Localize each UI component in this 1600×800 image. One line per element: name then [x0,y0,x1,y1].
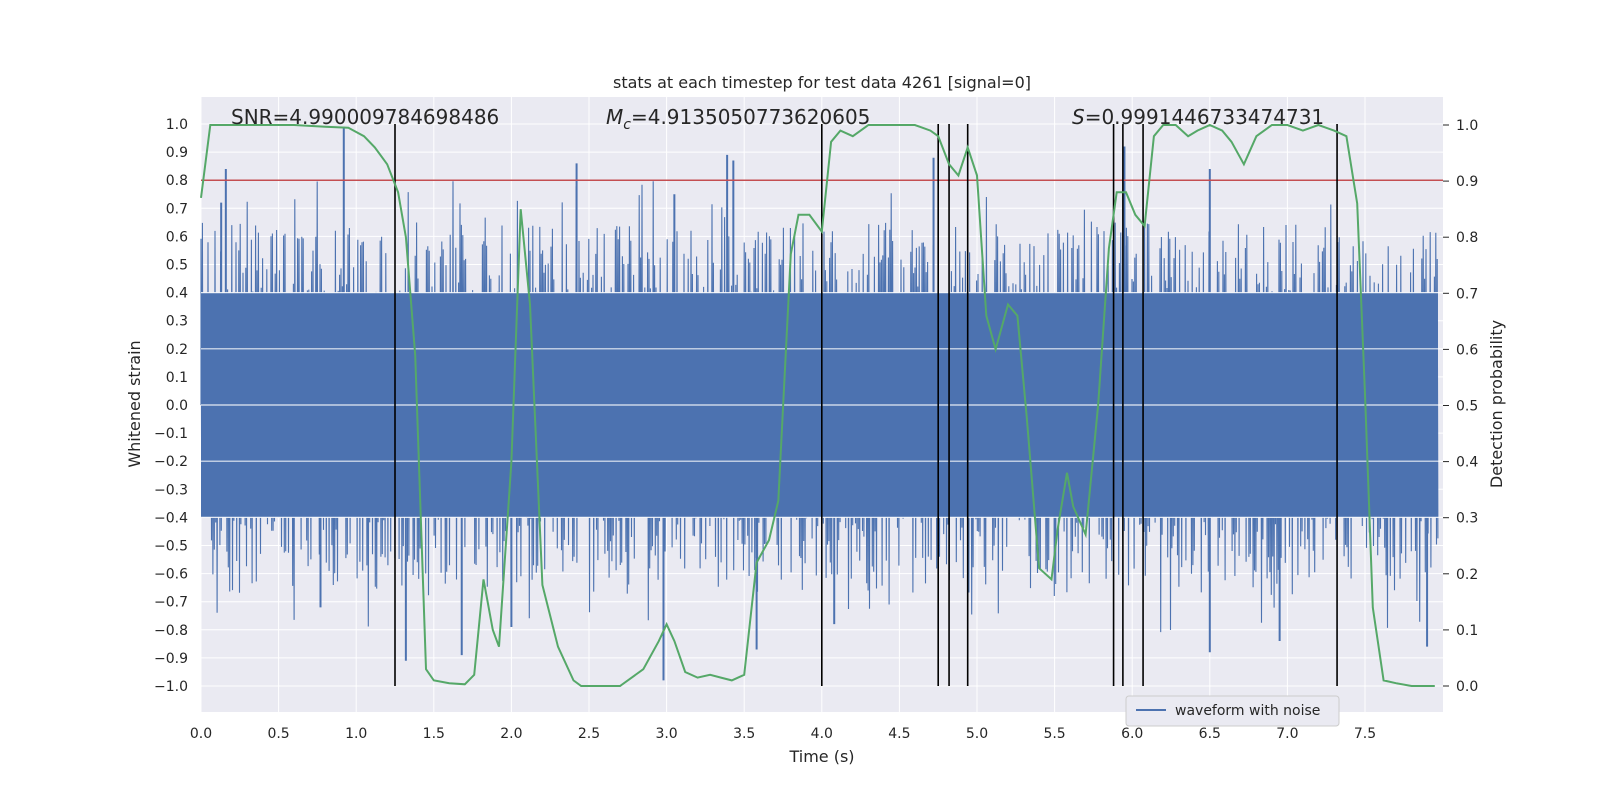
chirp-mass-annotation: Mc=4.9135050773620605 [606,105,870,133]
x-tick-labels: 0.0 0.5 1.0 1.5 2.0 2.5 3.0 3.5 4.0 4.5 5.0 5.5 6.0 6… [190,726,1376,742]
score-value: =0.9991446733474731 [1085,105,1324,129]
y-tick-label: 0.0 [166,398,188,414]
chart-title: stats at each timestep for test data 426… [613,73,1031,92]
y2-tick-label: 0.0 [1456,679,1478,695]
x-tick-label: 6.0 [1121,726,1143,742]
y2-tick-labels: 0.0 0.1 0.2 0.3 0.4 0.5 0.6 0.7 0.8 0.9 1.0 [1443,118,1478,695]
y-tick-label: −0.6 [154,567,188,583]
y-tick-label: 0.9 [166,145,188,161]
y-tick-label: −0.5 [154,539,188,555]
y-tick-label: −0.4 [154,510,188,526]
y2-tick-label: 0.8 [1456,230,1478,246]
y-tick-label: −1.0 [154,679,188,695]
x-tick-label: 6.5 [1199,726,1221,742]
x-tick-label: 1.5 [423,726,445,742]
legend: waveform with noise [1125,695,1340,727]
waveform-series [200,126,1443,681]
chirp-mass-symbol: M [606,105,623,129]
y-tick-label: −0.2 [154,454,188,470]
y2-tick-label: 0.1 [1456,623,1478,639]
y-tick-label: 0.6 [166,229,188,245]
y2-axis-label: Detection probability [1487,320,1506,488]
x-tick-label: 0.0 [190,726,212,742]
x-tick-label: 3.0 [655,726,677,742]
x-tick-label: 5.5 [1043,726,1065,742]
y-tick-label: 0.3 [166,314,188,330]
y-tick-label: −0.1 [154,426,188,442]
y-tick-label: 0.4 [166,286,188,302]
x-tick-label: 4.5 [888,726,910,742]
y2-tick-label: 0.6 [1456,342,1478,358]
x-tick-label: 7.0 [1276,726,1298,742]
score-symbol: S [1072,105,1085,129]
y-tick-label: 0.2 [166,342,188,358]
x-tick-label: 1.0 [345,726,367,742]
probability-series [200,123,1435,687]
y2-tick-label: 0.7 [1456,286,1478,302]
x-tick-label: 5.0 [966,726,988,742]
y-tick-label: −0.3 [154,482,188,498]
chirp-mass-subscript: c [623,117,631,133]
y2-tick-label: 0.4 [1456,455,1478,471]
x-tick-label: 7.5 [1354,726,1376,742]
y-axis-label: Whitened strain [125,340,144,467]
y-tick-label: 0.8 [166,173,188,189]
vertical-markers [394,124,1338,686]
y-tick-label: 0.7 [166,201,188,217]
legend-label: waveform with noise [1175,703,1320,719]
probability-line [200,123,1435,687]
y2-tick-label: 0.3 [1456,511,1478,527]
y-tick-label: 0.1 [166,370,188,386]
x-tick-label: 0.5 [267,726,289,742]
x-tick-label: 4.0 [811,726,833,742]
y-tick-label: 1.0 [166,117,188,133]
x-axis-label: Time (s) [788,747,854,766]
y-tick-label: −0.7 [154,595,188,611]
x-tick-label: 3.5 [733,726,755,742]
y-tick-label: −0.9 [154,651,188,667]
x-tick-label: 2.5 [578,726,600,742]
x-tick-label: 2.0 [500,726,522,742]
y-tick-labels: 1.0 0.9 0.8 0.7 0.6 0.5 0.4 0.3 0.2 0.1 0.0 −0.1 −0.… [154,117,188,695]
y2-tick-label: 0.5 [1456,399,1478,415]
legend-box [1125,695,1340,727]
y-tick-label: 0.5 [166,258,188,274]
chirp-mass-value: =4.9135050773620605 [631,105,870,129]
snr-annotation: SNR=4.990009784698486 [231,105,499,129]
y2-tick-label: 0.2 [1456,567,1478,583]
y2-tick-label: 0.9 [1456,174,1478,190]
y2-tick-label: 1.0 [1456,118,1478,134]
y-tick-label: −0.8 [154,623,188,639]
score-annotation: S=0.9991446733474731 [1072,105,1324,129]
